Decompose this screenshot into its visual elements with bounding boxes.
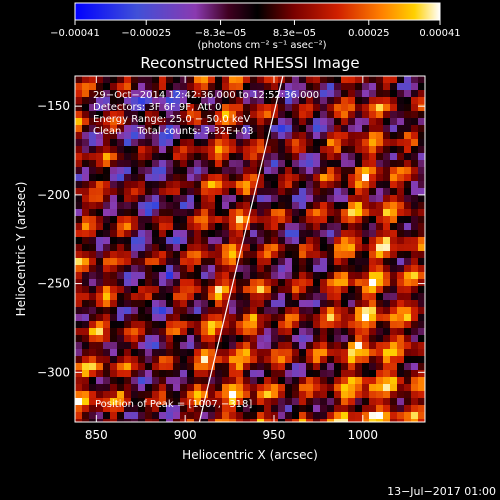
- colorbar-tick-label: −8.3e−05: [195, 28, 247, 39]
- annotation-method: Clean Total counts: 3.32E+03: [93, 126, 253, 137]
- x-tick-label: 1000: [348, 428, 379, 442]
- y-axis-label: Heliocentric Y (arcsec): [14, 182, 28, 317]
- colorbar-tick-label: −0.00041: [50, 28, 100, 39]
- annotation-block: 29−Oct−2014 12:42:36.000 to 12:52:36.000…: [93, 90, 319, 410]
- axis-ticks: 850 900 950 1000 −150 −200 −250 −300: [37, 76, 425, 442]
- colorbar: [74, 2, 441, 21]
- colorbar-tick-label: −0.00025: [121, 28, 171, 39]
- x-tick-label: 850: [85, 428, 108, 442]
- solar-limb-line: [198, 76, 284, 422]
- x-tick-label: 950: [263, 428, 286, 442]
- annotation-time-range: 29−Oct−2014 12:42:36.000 to 12:52:36.000: [93, 90, 319, 101]
- annotation-detectors: Detectors: 3F 6F 9F, Att 0: [93, 102, 221, 113]
- chart-title: Reconstructed RHESSI Image: [140, 54, 359, 72]
- y-tick-label: −300: [37, 365, 70, 379]
- footer-date: 13−Jul−2017 01:00: [387, 485, 496, 498]
- y-tick-label: −200: [37, 188, 70, 202]
- colorbar-units-label: (photons cm⁻² s⁻¹ asec⁻²): [197, 40, 326, 51]
- heatmap-cells: [75, 76, 425, 422]
- colorbar-tick-label: 0.00041: [419, 28, 460, 39]
- annotation-energy: Energy Range: 25.0 − 50.0 keV: [93, 114, 250, 125]
- x-tick-label: 900: [174, 428, 197, 442]
- colorbar-tick-label: 0.00025: [348, 28, 389, 39]
- x-axis-label: Heliocentric X (arcsec): [182, 448, 318, 462]
- plot-frame: [74, 75, 426, 423]
- colorbar-ticks: −0.00041 −0.00025 −8.3e−05 8.3e−05 0.00025 0.…: [50, 20, 461, 39]
- colorbar-tick-label: 8.3e−05: [273, 28, 316, 39]
- annotation-peak: Position of Peak = [1007,−318]: [95, 399, 252, 410]
- y-tick-label: −150: [37, 99, 70, 113]
- y-tick-label: −250: [37, 277, 70, 291]
